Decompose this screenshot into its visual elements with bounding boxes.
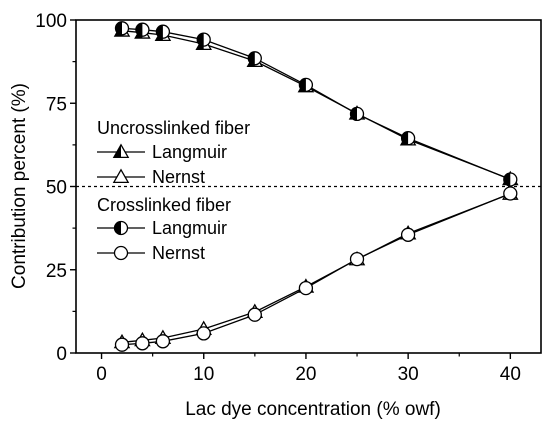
x-tick-label-4: 40 [500,364,521,385]
data-point-s3-2 [155,334,171,349]
x-tick-label-1: 10 [193,364,214,385]
data-point-s2-3 [196,32,211,47]
data-point-s2-5-fill-left [299,78,306,92]
data-point-s2-8 [503,172,518,187]
data-point-s3-1 [135,336,150,351]
data-point-s2-5-outline [298,77,314,93]
legend-label-3: Nernst [152,243,205,263]
legend-label-2: Langmuir [152,218,227,238]
data-point-s2-1-outline [135,22,150,37]
data-point-s2-1 [135,22,150,37]
x-tick-label-3: 30 [398,364,419,385]
legend-label-0: Langmuir [152,142,227,162]
y-tick-label-3: 75 [46,94,67,115]
data-point-s2-2-outline [155,24,171,39]
data-point-s2-8-fill-left [503,173,511,186]
legend-marker-3-shape [113,245,129,261]
legend-marker-0 [112,143,130,159]
legend-group-title-1: Crosslinked fiber [97,195,231,215]
data-point-s3-6-shape [349,251,365,267]
data-point-s3-7 [400,227,416,242]
legend-marker-2 [113,220,129,236]
data-point-s2-7-outline [400,131,416,146]
data-point-s2-7-fill-left [401,131,409,145]
data-point-s2-0-outline [114,21,130,36]
y-tick-label-0: 0 [56,344,67,365]
data-point-s3-0-shape [114,337,130,352]
x-tick-label-2: 20 [295,364,316,385]
data-point-s2-4-fill-left [248,51,255,65]
data-point-s2-5 [298,77,314,93]
data-point-s2-3-fill-left [197,33,204,47]
data-point-s3-5 [298,280,314,296]
data-point-s3-0 [114,337,130,352]
x-axis-title: Lac dye concentration (% owf) [185,399,441,420]
legend-marker-1 [112,168,130,184]
legend-label-1: Nernst [152,167,205,187]
y-axis-title: Contribution percent (%) [9,83,30,289]
data-point-s2-2 [155,24,171,39]
x-tick-label-0: 0 [96,364,107,385]
data-point-s3-5-shape [298,280,314,296]
data-point-s3-3 [196,326,211,341]
y-tick-label-4: 100 [35,11,67,32]
data-point-s2-0-fill-left [115,21,122,35]
data-point-s3-1-shape [135,336,150,351]
data-point-s3-6 [349,251,365,267]
legend-marker-2-fill-left [114,221,121,235]
series-line-1 [121,193,511,343]
data-point-s2-1-fill-left [135,23,143,37]
legend-marker-0-outline [112,143,130,159]
legend-marker-3 [113,245,129,261]
data-point-s3-4 [247,307,262,322]
data-point-s2-6-fill-left [350,107,357,121]
data-point-s3-8 [503,186,518,201]
data-point-s2-7 [400,131,416,146]
data-point-s2-3-outline [196,32,211,47]
data-point-s3-2-shape [155,334,171,349]
legend-marker-2-outline [113,220,129,236]
data-point-s3-3-shape [196,326,211,341]
y-tick-label-1: 25 [46,261,67,282]
y-tick-label-2: 50 [46,178,67,199]
legend-group-title-0: Uncrosslinked fiber [97,118,250,138]
plot-frame [75,19,542,354]
data-point-s2-6 [349,106,365,122]
data-point-s2-0 [114,21,130,36]
data-point-s3-4-shape [247,307,262,322]
data-point-s2-8-outline [503,172,518,187]
data-point-s2-4 [247,51,262,66]
data-point-s3-8-shape [503,186,518,201]
legend-marker-1-shape [112,168,130,184]
data-point-s2-2-fill-left [156,25,163,39]
data-point-s3-7-shape [400,227,416,242]
data-point-s2-6-outline [349,106,365,122]
data-point-s2-4-outline [247,51,262,66]
